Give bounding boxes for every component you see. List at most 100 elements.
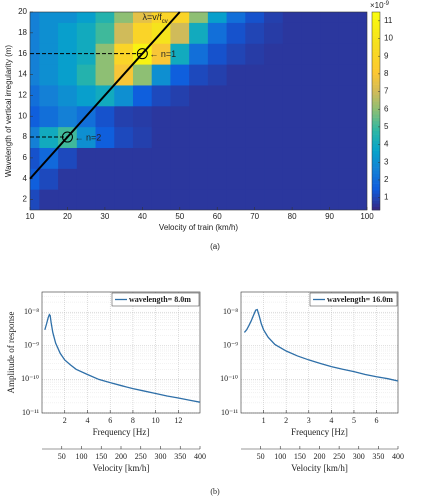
- colorbar-step: [372, 130, 380, 135]
- colorbar-step: [372, 48, 380, 52]
- heat-cell: [189, 189, 209, 210]
- heat-cell: [132, 22, 153, 44]
- heat-cell: [132, 84, 153, 107]
- heat-cell: [245, 168, 265, 190]
- x2-tick-label: 100: [76, 452, 88, 461]
- x-tick-label: 4: [329, 416, 333, 425]
- colorbar-step: [372, 21, 380, 26]
- heat-cell: [170, 105, 190, 128]
- x-axis-label: Frequency [Hz]: [93, 427, 150, 437]
- heat-cell: [282, 105, 302, 128]
- heat-cell: [114, 84, 134, 107]
- heat-cell: [76, 126, 97, 148]
- heat-cell: [320, 12, 340, 23]
- heat-cell: [207, 84, 228, 107]
- heat-cell: [338, 43, 359, 65]
- heat-cell: [95, 105, 115, 128]
- x-tick-label: 10: [26, 212, 35, 221]
- heat-cell: [189, 126, 209, 148]
- colorbar-step: [372, 54, 380, 59]
- x2-tick-label: 300: [155, 452, 167, 461]
- colorbar-step: [372, 12, 380, 16]
- colorbar-step: [372, 91, 380, 95]
- y-tick-label: 10⁻⁹: [223, 341, 238, 350]
- colorbar-step: [372, 78, 380, 82]
- heat-cell: [151, 126, 171, 148]
- colorbar-tick-label: 1: [384, 193, 389, 202]
- heat-cell: [76, 84, 97, 107]
- colorbar-tick-label: 11: [384, 16, 393, 25]
- x2-tick-label: 200: [115, 452, 127, 461]
- y-tick-label: 10⁻¹⁰: [220, 374, 238, 383]
- x-tick-label: 30: [100, 212, 109, 221]
- x2-tick-label: 50: [257, 452, 265, 461]
- heat-cell: [151, 12, 171, 23]
- x-tick-label: 3: [307, 416, 311, 425]
- colorbar-step: [372, 25, 380, 29]
- heat-cell: [114, 12, 134, 23]
- heat-cell: [207, 168, 228, 190]
- colorbar-step: [372, 64, 380, 69]
- heat-cell: [151, 189, 171, 210]
- heat-cell: [189, 64, 209, 86]
- heat-cell: [207, 64, 228, 86]
- axes-frame: [240, 291, 399, 414]
- panel-label: (b): [210, 487, 220, 496]
- x2-tick-label: 150: [294, 452, 306, 461]
- heat-cell: [30, 12, 40, 23]
- y-tick-label: 18: [18, 28, 27, 37]
- heat-cell: [264, 12, 284, 23]
- x-tick-label: 90: [325, 212, 334, 221]
- heat-cell: [58, 189, 78, 210]
- heat-cell: [58, 12, 78, 23]
- heat-cell: [301, 126, 321, 148]
- heat-cell: [226, 168, 246, 190]
- colorbar-step: [372, 68, 380, 72]
- heat-cell: [76, 12, 97, 23]
- x-tick-label: 20: [63, 212, 72, 221]
- colorbar-step: [372, 120, 380, 125]
- heat-cell: [39, 105, 59, 128]
- heat-cell: [39, 22, 59, 44]
- colorbar-scale: ×10-9: [370, 1, 390, 11]
- colorbar-step: [372, 58, 380, 62]
- heat-cell: [114, 189, 134, 210]
- heat-cell: [189, 147, 209, 169]
- heat-cell: [320, 126, 340, 148]
- heat-cell: [170, 147, 190, 169]
- heat-cell: [357, 22, 367, 44]
- heat-cell: [301, 105, 321, 128]
- x-tick-label: 2: [63, 416, 67, 425]
- colorbar-step: [372, 206, 380, 211]
- y-tick-label: 8: [23, 132, 28, 141]
- heat-cell: [132, 147, 153, 169]
- heat-cell: [30, 126, 40, 148]
- x2-tick-label: 300: [353, 452, 365, 461]
- heat-cell: [320, 189, 340, 210]
- colorbar-step: [372, 127, 380, 132]
- colorbar-step: [372, 150, 380, 155]
- heat-cell: [245, 12, 265, 23]
- line-panel: 10⁻¹¹ 10⁻¹⁰ 10⁻⁹ 10⁻⁸ 1 2 3 4 5 6 Frequency [Hz] 50…: [220, 291, 404, 473]
- y-tick-label: 10⁻⁸: [223, 307, 238, 316]
- heat-cell: [39, 12, 59, 23]
- colorbar-step: [372, 41, 380, 46]
- colorbar-scale-base: ×10: [370, 1, 384, 10]
- x2-tick-label: 150: [95, 452, 107, 461]
- x-tick-label: 10: [152, 416, 160, 425]
- line-label: λ=v/fcv: [143, 12, 168, 24]
- heat-cell: [245, 64, 265, 86]
- heat-cell: [357, 12, 367, 23]
- heat-cell: [245, 22, 265, 44]
- resonance-point: [61, 131, 73, 143]
- heat-cell: [95, 64, 115, 86]
- heat-cell: [30, 189, 40, 210]
- heat-cell: [357, 84, 367, 107]
- heat-cell: [320, 168, 340, 190]
- heat-cell: [151, 105, 171, 128]
- colorbar-step: [372, 160, 380, 165]
- colorbar-step: [372, 144, 380, 148]
- y-tick-label: 2: [23, 195, 28, 204]
- x-tick-label: 8: [131, 416, 135, 425]
